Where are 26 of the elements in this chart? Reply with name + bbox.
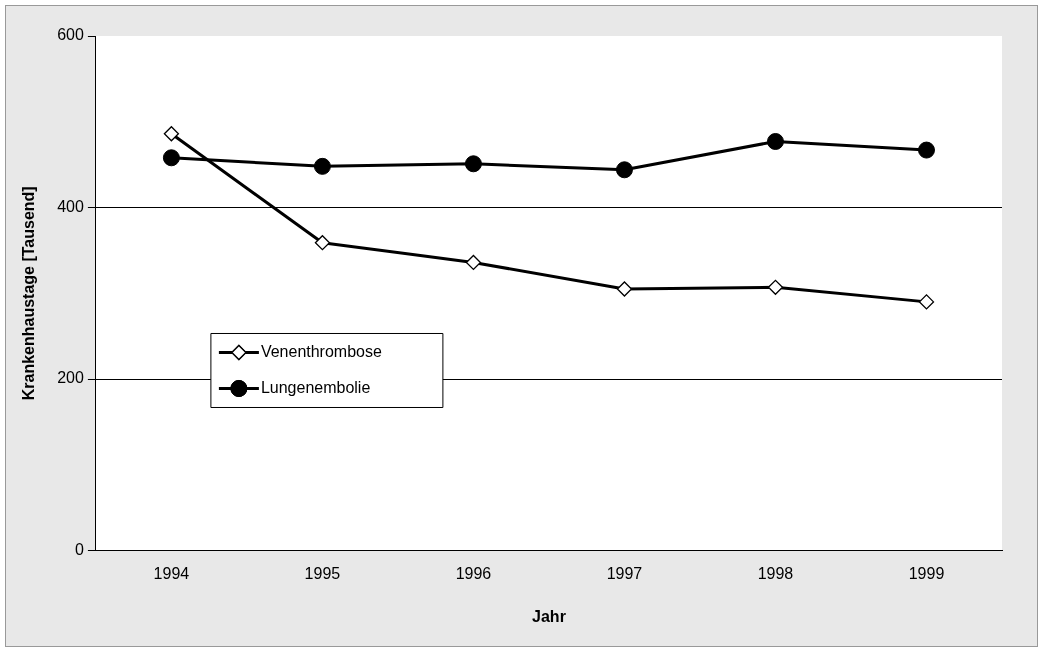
- y-tick-label: 200: [57, 369, 84, 387]
- x-tick-label: 1997: [606, 564, 643, 582]
- x-tick-label: 1994: [153, 564, 190, 582]
- y-tick-label: 0: [74, 541, 84, 559]
- point: [464, 155, 482, 173]
- legend-label: Venenthrombose: [260, 342, 382, 360]
- y-tick-label: 600: [57, 26, 84, 44]
- x-tick-label: 1998: [757, 564, 794, 582]
- point: [917, 141, 935, 159]
- legend-label: Lungenembolie: [260, 378, 371, 396]
- x-tick-label: 1996: [455, 564, 492, 582]
- point: [615, 161, 633, 179]
- x-tick-label: 1995: [304, 564, 341, 582]
- point: [616, 281, 633, 297]
- point: [314, 235, 331, 251]
- point: [465, 254, 482, 271]
- point: [918, 294, 935, 310]
- x-axis-title: Jahr: [532, 607, 566, 625]
- x-tick-label: 1999: [908, 564, 945, 582]
- point: [162, 149, 180, 167]
- point: [766, 132, 784, 150]
- point: [313, 157, 331, 175]
- point: [163, 126, 180, 142]
- y-tick-label: 400: [57, 197, 84, 215]
- y-axis-title: Krankenhaustage [Tausend]: [20, 186, 38, 401]
- point: [767, 279, 784, 295]
